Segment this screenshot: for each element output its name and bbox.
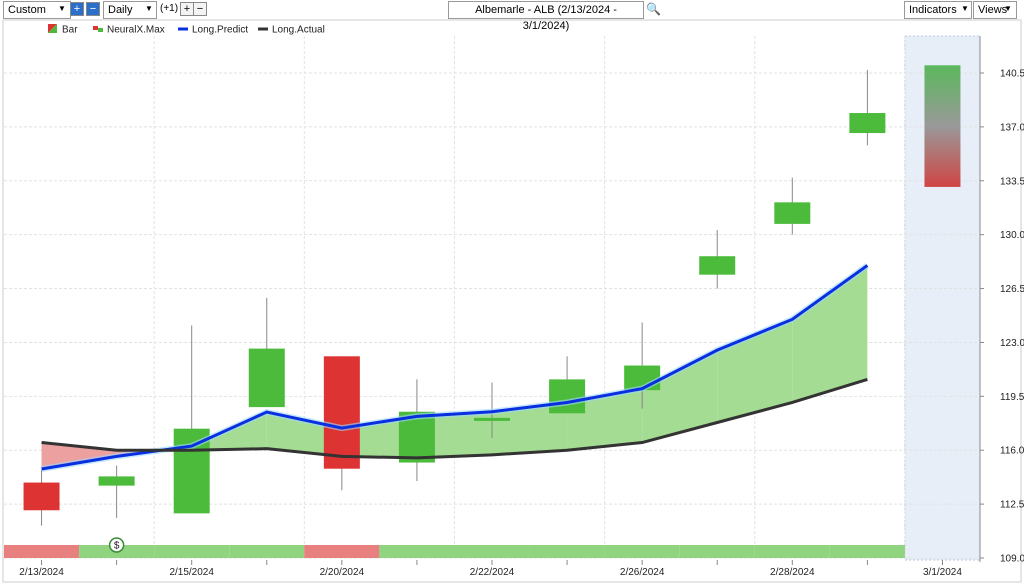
x-tick-label: 2/22/2024 [470,567,515,578]
signal-marker-text: $ [114,541,120,552]
x-tick-label: 2/20/2024 [320,567,365,578]
candle [699,230,736,289]
search-icon[interactable]: 🔍 [646,2,661,16]
spread-area [567,388,643,451]
offset-plus[interactable]: + [180,2,194,16]
y-tick-label: 109.00 [1000,554,1024,565]
candle-body [774,202,811,224]
line [41,377,868,460]
signal-segment [754,545,830,558]
dropdown-arrow: ▼ [58,4,66,13]
signal-segment [454,545,530,558]
spread-area [642,350,718,443]
y-tick-label: 137.00 [1000,122,1024,133]
y-tick-label: 116.00 [1000,446,1024,457]
signal-segment [679,545,755,558]
line [41,264,869,471]
legend-label: NeuralX.Max [107,25,165,36]
zoom-in[interactable]: + [70,2,84,16]
dropdown-arrow: ▼ [1004,4,1012,13]
signal-segment [379,545,455,558]
signal-segment [304,545,380,558]
signal-segment [829,545,905,558]
signal-segment [4,545,80,558]
candle [323,356,360,491]
y-tick-label: 133.50 [1000,176,1024,187]
y-tick-label: 140.50 [1000,68,1024,79]
signal-segment [604,545,680,558]
chart: 109.00 112.50 116.00 119.50 123.00 126.50 130.… [2,19,1024,583]
candle [774,177,811,235]
dropdown-arrow: ▼ [961,4,969,13]
candle-body [549,379,586,414]
spread-area [792,265,868,403]
zoom-out[interactable]: − [86,2,100,16]
candle [549,356,586,414]
candle [849,69,886,146]
spread-area [492,402,568,455]
frame [2,19,1022,583]
legend-label: Long.Predict [192,25,248,36]
spread-area [416,411,492,458]
candle [398,379,435,482]
candle-body [849,113,886,134]
forecast-range [924,65,961,187]
y-tick-label: 126.50 [1000,284,1024,295]
legend-label: Long.Actual [272,25,325,36]
y-tick-label: 123.00 [1000,338,1024,349]
candle-body [23,482,60,511]
signal-marker-circle [108,537,125,553]
candle [98,465,135,518]
legend-label: Bar [62,25,78,36]
legend-icon [48,24,57,33]
legend-item: Long.Actual [258,25,325,36]
candle-body [699,256,736,275]
legend-icon [98,28,103,32]
indicators-menu[interactable]: Indicators [904,1,972,19]
x-tick-label: 2/28/2024 [770,567,815,578]
y-tick-label: 119.50 [1000,392,1024,403]
period-select[interactable]: Daily [103,1,157,19]
y-tick-label: 112.50 [1000,500,1024,511]
candle-body [474,417,510,421]
legend-item: NeuralX.Max [93,25,165,36]
offset-minus[interactable]: − [193,2,207,16]
candle [173,325,210,514]
legend-icon [93,26,98,30]
signal-segment [229,545,305,558]
symbol-title[interactable]: Albemarle - ALB (2/13/2024 - 3/1/2024) [448,1,644,32]
x-tick-label: 2/13/2024 [19,567,64,578]
legend-item: Long.Predict [178,25,248,36]
views-menu[interactable]: Views [973,1,1017,19]
spread-area [266,412,342,457]
candle-body [323,356,360,469]
signal-segment [529,545,605,558]
dropdown-arrow: ▼ [145,4,153,13]
offset: (+1) [160,3,179,14]
legend-item: Bar [48,24,78,36]
candle [23,470,60,526]
x-tick-label: 2/15/2024 [169,567,214,578]
signal-marker: $ [108,537,125,553]
range-select[interactable]: Custom [3,1,71,19]
candle [248,297,285,408]
x-tick-label: 2/26/2024 [620,567,665,578]
y-tick-label: 130.00 [1000,230,1024,241]
candle-body [98,476,135,486]
candle-body [248,348,285,408]
signal-segment [154,545,230,558]
x-tick-label: 3/1/2024 [923,567,962,578]
